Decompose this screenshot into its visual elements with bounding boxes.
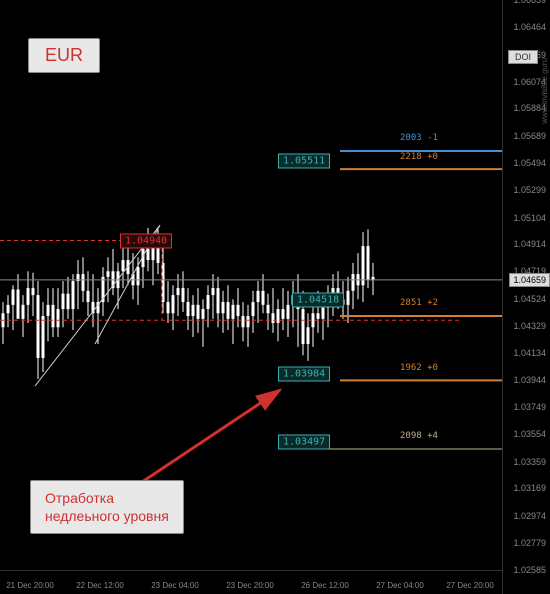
line-annotation: 2003 -1 [400, 133, 438, 143]
y-tick: 1.05104 [513, 213, 546, 223]
line-annotation: 2098 +4 [400, 431, 438, 441]
price-level-box: 1.04518 [292, 292, 344, 307]
title-box: EUR [28, 38, 100, 73]
x-tick: 27 Dec 04:00 [376, 581, 424, 590]
x-axis: 21 Dec 20:00 22 Dec 12:00 23 Dec 04:00 23 D… [0, 570, 502, 594]
line-annotation: 2851 +2 [400, 298, 438, 308]
doi-badge: DOI [508, 50, 538, 64]
y-tick: 1.02974 [513, 511, 546, 521]
y-tick: 1.04914 [513, 239, 546, 249]
current-price-marker: 1.04659 [509, 273, 550, 287]
y-tick: 1.05689 [513, 131, 546, 141]
y-tick: 1.04524 [513, 294, 546, 304]
watermark: www.invisible.guru [540, 58, 549, 124]
price-level-box: 1.03497 [278, 435, 330, 450]
price-level-box: 1.04940 [120, 233, 172, 248]
y-tick: 1.05494 [513, 158, 546, 168]
y-tick: 1.04329 [513, 321, 546, 331]
comment-box: Отработканедлеьного уровня [30, 480, 184, 534]
y-tick: 1.02585 [513, 565, 546, 575]
y-tick: 1.06659 [513, 0, 546, 5]
y-tick: 1.06464 [513, 22, 546, 32]
price-level-box: 1.03984 [278, 367, 330, 382]
x-tick: 26 Dec 12:00 [301, 581, 349, 590]
x-tick: 22 Dec 12:00 [76, 581, 124, 590]
y-tick: 1.05299 [513, 185, 546, 195]
x-tick: 27 Dec 20:00 [446, 581, 494, 590]
y-tick: 1.03359 [513, 457, 546, 467]
line-annotation: 2218 +0 [400, 152, 438, 162]
x-tick: 23 Dec 04:00 [151, 581, 199, 590]
y-tick: 1.03169 [513, 483, 546, 493]
x-tick: 21 Dec 20:00 [6, 581, 54, 590]
y-tick: 1.04134 [513, 348, 546, 358]
y-tick: 1.03944 [513, 375, 546, 385]
y-tick: 1.03554 [513, 429, 546, 439]
y-tick: 1.03749 [513, 402, 546, 412]
y-tick: 1.02779 [513, 538, 546, 548]
line-annotation: 1962 +0 [400, 363, 438, 373]
x-tick: 23 Dec 20:00 [226, 581, 274, 590]
price-level-box: 1.05511 [278, 153, 330, 168]
